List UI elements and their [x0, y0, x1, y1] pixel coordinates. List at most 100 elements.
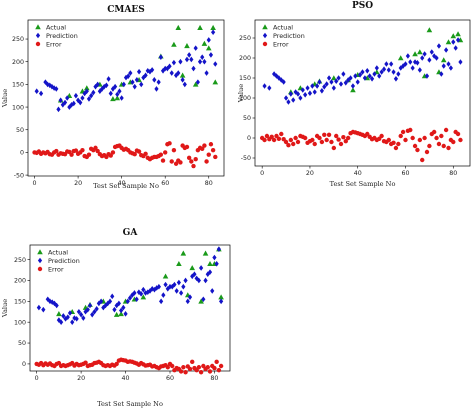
prediction-point [180, 77, 185, 83]
x-axis-label: Test Set Sample No [93, 182, 159, 190]
prediction-point [112, 306, 117, 313]
actual-point [350, 87, 356, 93]
error-point [439, 133, 444, 139]
prediction-point [210, 288, 215, 294]
error-point [218, 363, 224, 369]
prediction-point [381, 66, 387, 72]
prediction-point [58, 97, 63, 104]
prediction-point [196, 277, 201, 284]
prediction-point [367, 73, 372, 79]
error-point [319, 139, 325, 145]
prediction-point [341, 71, 346, 77]
prediction-point [369, 76, 375, 82]
x-axis-label: Test Set Sample No [330, 180, 396, 188]
actual-point [176, 260, 182, 267]
prediction-point [317, 79, 322, 85]
prediction-point [136, 289, 141, 295]
prediction-point [172, 281, 177, 288]
actual-point [412, 51, 418, 57]
prediction-point [365, 68, 370, 74]
series-error [259, 127, 463, 163]
prediction-point [76, 308, 81, 315]
prediction-point [128, 70, 133, 76]
prediction-point [194, 275, 199, 282]
error-point [408, 127, 413, 133]
prediction-point [167, 63, 172, 70]
legend-marker-actual [37, 249, 43, 255]
actual-point [218, 294, 224, 300]
prediction-point [45, 81, 50, 88]
prediction-point [89, 92, 94, 99]
prediction-point [169, 70, 174, 76]
prediction-point [116, 300, 121, 307]
prediction-point [200, 54, 205, 60]
error-point [191, 163, 196, 169]
actual-point [84, 85, 90, 91]
prediction-point [384, 61, 389, 67]
error-point [310, 137, 315, 143]
prediction-point [87, 302, 93, 309]
y-tick-label: 50 [16, 127, 24, 134]
error-point [54, 148, 59, 154]
prediction-point [86, 96, 92, 102]
prediction-point [444, 47, 449, 53]
prediction-point [69, 102, 74, 108]
series-error [32, 141, 218, 169]
error-point [324, 137, 329, 143]
prediction-point [163, 65, 168, 72]
prediction-point [134, 296, 139, 303]
error-point [181, 365, 186, 370]
prediction-point [72, 315, 77, 321]
prediction-point [374, 65, 379, 71]
plot-frame [29, 244, 231, 372]
error-point [295, 139, 301, 145]
legend-label-error: Error [46, 40, 62, 48]
prediction-point [334, 78, 339, 84]
error-point [434, 135, 439, 141]
error-point [441, 143, 446, 149]
error-point [322, 132, 327, 137]
error-point [329, 139, 334, 145]
prediction-point [78, 99, 83, 106]
prediction-point [73, 92, 79, 99]
prediction-point [192, 271, 197, 278]
y-tick-label: 50 [18, 340, 26, 347]
prediction-point [67, 310, 73, 316]
error-point [80, 147, 85, 153]
prediction-point [56, 106, 61, 113]
prediction-point [276, 75, 281, 81]
prediction-point [350, 83, 356, 89]
legend-marker-prediction [37, 257, 43, 264]
prediction-point [163, 281, 168, 288]
error-point [326, 132, 332, 137]
legend-label-error: Error [273, 40, 289, 48]
error-point [136, 149, 142, 154]
prediction-point [389, 61, 394, 67]
prediction-point [408, 59, 413, 65]
actual-point [113, 311, 120, 317]
prediction-point [136, 68, 142, 75]
prediction-point [453, 45, 458, 51]
legend-label-actual: Actual [273, 23, 293, 31]
error-point [443, 127, 449, 133]
prediction-point [441, 63, 446, 69]
prediction-point [178, 58, 183, 65]
error-point [183, 370, 188, 375]
prediction-point [336, 75, 341, 81]
prediction-point [158, 54, 163, 60]
prediction-point [91, 89, 96, 96]
actual-point [162, 273, 169, 279]
prediction-point [38, 90, 44, 97]
prediction-point [92, 308, 97, 315]
error-point [214, 359, 219, 365]
error-point [269, 134, 274, 139]
error-point [69, 152, 74, 157]
prediction-point [207, 269, 213, 275]
error-point [410, 135, 415, 141]
x-tick-label: 40 [118, 180, 126, 187]
y-tick-label: 150 [239, 75, 251, 82]
error-point [170, 363, 175, 369]
prediction-point [115, 91, 120, 98]
prediction-point [45, 296, 50, 303]
error-point [163, 150, 168, 155]
